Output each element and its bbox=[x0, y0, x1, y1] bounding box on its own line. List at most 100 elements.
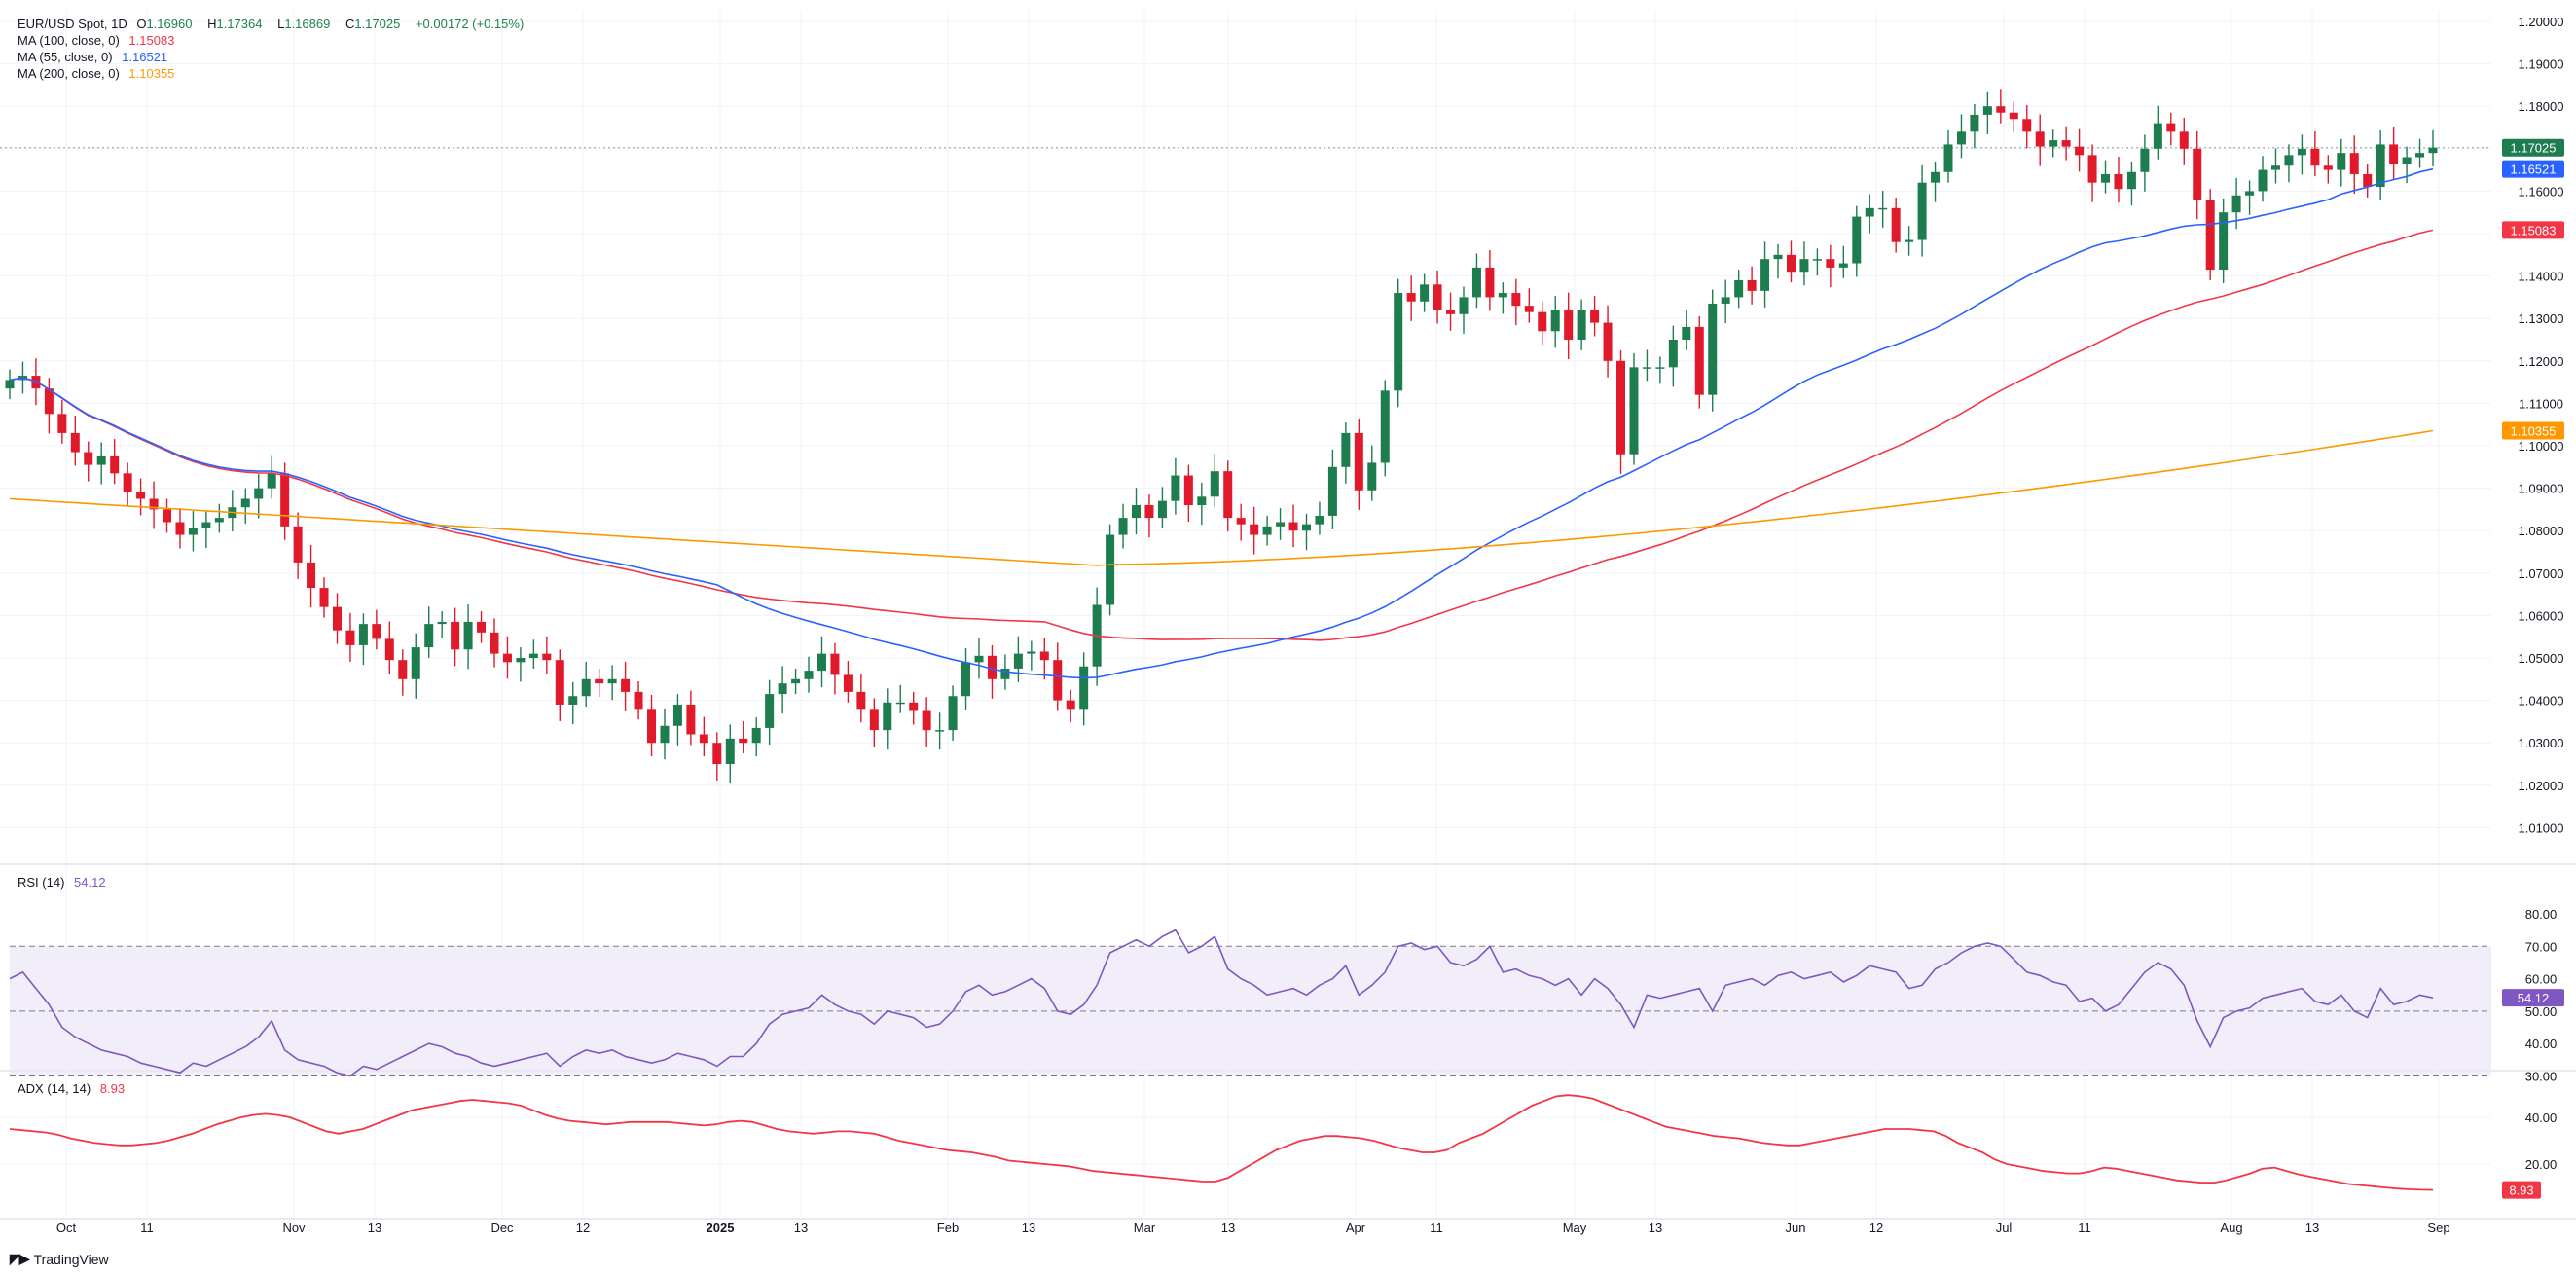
candle-body bbox=[2022, 119, 2032, 132]
candle-body bbox=[1171, 475, 1180, 501]
candle-body bbox=[2205, 200, 2215, 271]
adx-pane[interactable] bbox=[9, 1094, 2434, 1191]
candle-body bbox=[1354, 432, 1363, 491]
candle-body bbox=[699, 734, 708, 744]
ma-55-value: 1.16521 bbox=[122, 50, 168, 64]
candle-body bbox=[490, 632, 499, 654]
time-tick-label: May bbox=[1563, 1220, 1587, 1235]
price-pane[interactable] bbox=[0, 89, 2491, 784]
candle-body bbox=[293, 526, 303, 563]
candle-body bbox=[267, 473, 276, 489]
time-tick-label: Aug bbox=[2220, 1220, 2242, 1235]
adx-tag-label: 8.93 bbox=[2509, 1184, 2533, 1198]
ma-200-value: 1.10355 bbox=[128, 66, 175, 81]
candle-body bbox=[1446, 310, 1456, 314]
ma-200-legend[interactable]: MA (200, close, 0) 1.10355 bbox=[18, 65, 180, 82]
candle-body bbox=[2075, 146, 2085, 156]
candle-body bbox=[581, 678, 591, 697]
rsi-value: 54.12 bbox=[74, 875, 106, 890]
candle-body bbox=[568, 696, 578, 705]
adx-value: 8.93 bbox=[99, 1081, 126, 1096]
candle-body bbox=[1197, 496, 1207, 506]
candle-body bbox=[1157, 500, 1167, 519]
candle-body bbox=[1694, 326, 1704, 395]
candle-body bbox=[607, 678, 617, 684]
price-tick-label: 1.18000 bbox=[2519, 99, 2564, 114]
candle-body bbox=[1838, 263, 1848, 268]
candle-body bbox=[1250, 524, 1259, 535]
candle-body bbox=[935, 730, 945, 732]
candle-body bbox=[804, 671, 814, 679]
price-tick-label: 1.09000 bbox=[2519, 482, 2564, 496]
candle-body bbox=[398, 660, 408, 679]
price-tag bbox=[2502, 421, 2564, 440]
candle-body bbox=[2035, 131, 2045, 147]
time-tick-label: 11 bbox=[2078, 1220, 2091, 1235]
candle-body bbox=[2297, 148, 2306, 156]
candle-body bbox=[1629, 367, 1639, 455]
adx-tick-label: 40.00 bbox=[2525, 1111, 2558, 1125]
candle-body bbox=[555, 660, 564, 705]
candle-body bbox=[1511, 293, 1521, 307]
ma-55-line bbox=[9, 167, 2434, 679]
candle-body bbox=[2415, 153, 2425, 158]
candle-body bbox=[437, 621, 447, 625]
candle-body bbox=[1917, 182, 1927, 240]
candle-body bbox=[2219, 212, 2229, 271]
candle-body bbox=[1812, 259, 1822, 261]
candle-body bbox=[2245, 191, 2255, 196]
tradingview-brand[interactable]: ◤▶ TradingView bbox=[10, 1251, 109, 1267]
candle-body bbox=[883, 702, 892, 731]
adx-legend[interactable]: ADX (14, 14) 8.93 bbox=[18, 1080, 130, 1097]
candle-body bbox=[1341, 432, 1351, 467]
candle-body bbox=[1642, 367, 1651, 369]
candle-body bbox=[1878, 207, 1888, 210]
ma-100-legend[interactable]: MA (100, close, 0) 1.15083 bbox=[18, 32, 180, 49]
candle-body bbox=[634, 691, 643, 710]
candle-body bbox=[647, 709, 657, 744]
candle-body bbox=[2179, 131, 2189, 149]
candle-body bbox=[869, 709, 879, 731]
candle-body bbox=[1590, 310, 1600, 323]
price-tag-label: 1.10355 bbox=[2511, 424, 2557, 439]
candle-body bbox=[96, 455, 106, 465]
ma-200-label: MA (200, close, 0) bbox=[18, 66, 120, 81]
time-tick-label: Jul bbox=[1996, 1220, 2013, 1235]
candle-body bbox=[2009, 112, 2018, 120]
rsi-legend[interactable]: RSI (14) 54.12 bbox=[18, 874, 112, 891]
candle-body bbox=[1459, 297, 1469, 314]
price-tick-label: 1.11000 bbox=[2519, 396, 2563, 411]
candle-body bbox=[188, 528, 198, 535]
rsi-tick-label: 80.00 bbox=[2525, 907, 2558, 922]
ma-100-label: MA (100, close, 0) bbox=[18, 33, 120, 48]
rsi-pane[interactable] bbox=[9, 929, 2491, 1077]
candle-body bbox=[1655, 367, 1665, 369]
candle-body bbox=[751, 727, 761, 744]
candle-body bbox=[1144, 505, 1154, 519]
candle-body bbox=[948, 696, 958, 731]
candle-body bbox=[1406, 293, 1416, 302]
ohlc-high: H1.17364 bbox=[207, 17, 263, 31]
candle-body bbox=[2310, 148, 2320, 166]
price-tick-label: 1.03000 bbox=[2519, 736, 2564, 750]
last-price-tag bbox=[2502, 138, 2564, 157]
ohlc-close: C1.17025 bbox=[345, 17, 401, 31]
candle-body bbox=[856, 691, 866, 710]
candle-body bbox=[1708, 303, 1718, 395]
candle-body bbox=[2337, 153, 2346, 170]
candle-body bbox=[254, 488, 264, 499]
price-tick-label: 1.10000 bbox=[2519, 439, 2564, 454]
candle-body bbox=[1327, 466, 1337, 516]
ma-55-legend[interactable]: MA (55, close, 0) 1.16521 bbox=[18, 49, 173, 65]
candle-body bbox=[1603, 322, 1613, 361]
price-tick-label: 1.07000 bbox=[2519, 566, 2564, 581]
candle-body bbox=[672, 704, 682, 726]
candle-body bbox=[1905, 239, 1914, 242]
candle-body bbox=[1079, 666, 1089, 710]
candle-body bbox=[1433, 284, 1442, 310]
candle-body bbox=[1550, 310, 1560, 332]
candle-body bbox=[1891, 207, 1901, 242]
candle-body bbox=[1773, 254, 1783, 260]
symbol-legend[interactable]: EUR/USD Spot, 1D O1.16960 H1.17364 L1.16… bbox=[18, 16, 529, 32]
